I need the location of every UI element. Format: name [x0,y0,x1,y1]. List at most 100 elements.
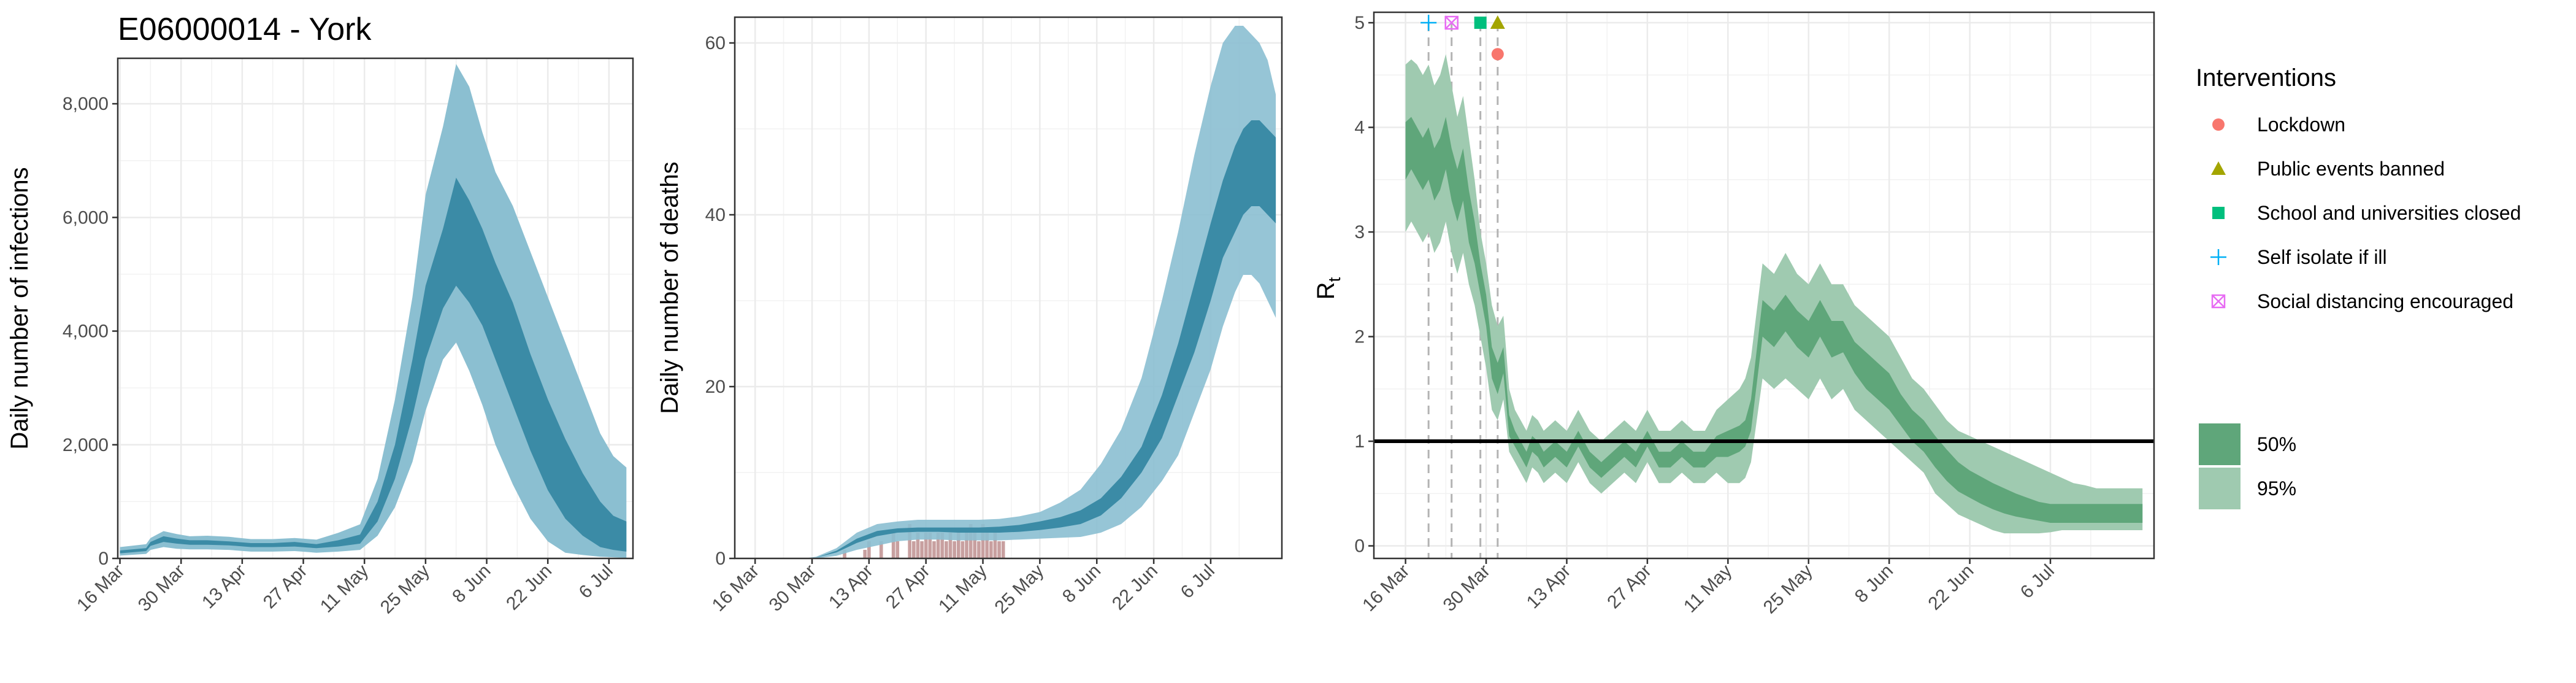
boxed-x-icon [2211,294,2226,309]
self-isolate-marker [1420,15,1437,31]
x-tick-label: 11 May [316,561,372,617]
observed-death-bar [932,541,936,558]
x-tick-label: 8 Jun [448,561,494,607]
x-tick-label: 25 May [991,561,1048,618]
observed-death-bar [928,533,932,558]
figure-title: E06000014 - York [118,12,372,47]
observed-death-bar [960,541,965,558]
observed-death-bar [997,541,1001,558]
social-distancing-marker [1444,15,1459,30]
plot-content [120,64,627,558]
observed-death-bar [936,533,940,558]
y-tick-label: 60 [705,33,726,53]
x-tick-label: 25 May [377,561,434,618]
x-tick-label: 6 Jul [2017,561,2058,603]
x-tick-label: 8 Jun [1851,561,1897,607]
rt-panel: 0 1 2 3 4 5 16 Mar 30 Mar 13 Apr 27 Apr 11 May 25 M… [1354,11,2155,618]
x-tick-label: 30 Mar [1439,561,1494,615]
observed-death-bar [891,533,895,558]
x-tick-label: 16 Mar [73,561,128,615]
y-tick-label: 1 [1354,431,1365,452]
self-isolate-marker [2210,249,2226,265]
y-tick-label: 6,000 [63,207,109,228]
observed-death-bar [993,533,997,558]
y-axis-title: Daily number of infections [6,167,33,449]
circle-icon [2212,118,2225,131]
observed-death-bar [956,533,960,558]
legend-item: Public events banned [2211,158,2445,180]
legend-item-label: Public events banned [2257,158,2445,180]
legend-item-label: Social distancing encouraged [2257,290,2513,312]
legend-item: School and universities closed [2212,202,2521,224]
school-closed-marker [1474,17,1487,29]
legend-band: 95% [2199,468,2296,509]
plot-content [803,26,1276,558]
legend: Interventions Lockdown Public events bann… [2196,64,2521,509]
observed-death-bar [945,541,948,558]
observed-death-bar [863,550,867,558]
x-tick-label: 6 Jul [575,561,617,603]
y-tick-label: 0 [98,549,109,569]
x-tick-label: 30 Mar [134,561,189,615]
legend-item: Social distancing encouraged [2211,290,2513,312]
legend-band-label: 50% [2257,433,2296,455]
observed-death-bar [940,533,945,558]
y-tick-label: 2 [1354,327,1365,347]
lockdown-marker [2212,118,2225,131]
legend-band: 50% [2199,423,2296,465]
social-distancing-marker [2211,294,2226,309]
school-closed-marker [2212,207,2225,219]
observed-death-bar [973,533,977,558]
x-tick-label: 22 Jun [1925,561,1978,614]
observed-death-bar [985,533,989,558]
observed-death-bar [867,541,871,558]
legend-item: Self isolate if ill [2210,246,2387,268]
panel-border [1373,11,2155,560]
x-tick-label: 13 Apr [825,561,877,613]
y-tick-label: 4,000 [63,322,109,342]
y-tick-label: 3 [1354,222,1365,242]
x-tick-label: 30 Mar [765,561,820,615]
legend-item-label: Lockdown [2257,114,2345,136]
band-50pct [120,177,627,554]
x-tick-label: 8 Jun [1059,561,1105,607]
y-tick-label: 4 [1354,118,1365,138]
deaths-panel: 0 20 40 60 16 Mar 30 Mar 13 Apr 27 Apr 11 May 25 … [656,16,1283,618]
legend-item-label: Self isolate if ill [2257,246,2387,268]
panel-border [734,16,1283,560]
band-95pct [120,64,627,558]
observed-death-bar [911,541,916,558]
observed-death-bar [908,524,911,558]
band-swatch [2199,468,2241,509]
legend-band-label: 95% [2257,477,2296,500]
observed-death-bar [965,533,968,558]
y-tick-label: 0 [715,549,726,569]
y-tick-label: 0 [1354,536,1365,557]
triangle-icon [2211,161,2226,175]
y-tick-label: 8,000 [63,94,109,114]
x-tick-label: 13 Apr [1523,561,1575,613]
observed-death-bar [981,524,985,558]
x-tick-label: 11 May [1680,561,1736,617]
y-tick-label: 2,000 [63,435,109,455]
observed-death-bar [977,541,981,558]
x-tick-label: 27 Apr [1603,561,1655,613]
observed-death-bar [843,550,846,558]
y-tick-label: 20 [705,377,726,397]
band-swatch [2199,423,2241,465]
observed-death-bar [924,533,928,558]
public-events-marker [2211,161,2226,175]
legend-item: Lockdown [2212,114,2345,136]
observed-death-bar [1001,541,1005,558]
plot-content [1374,23,2154,558]
public-events-marker [1490,15,1505,29]
x-tick-label: 22 Jun [502,561,556,614]
x-tick-label: 22 Jun [1108,561,1162,614]
legend-title: Interventions [2196,64,2336,91]
observed-death-bar [916,533,920,558]
band-50pct [1405,117,2143,523]
observed-death-bar [968,524,973,558]
observed-death-bar [879,541,883,558]
legend-item-label: School and universities closed [2257,202,2521,224]
